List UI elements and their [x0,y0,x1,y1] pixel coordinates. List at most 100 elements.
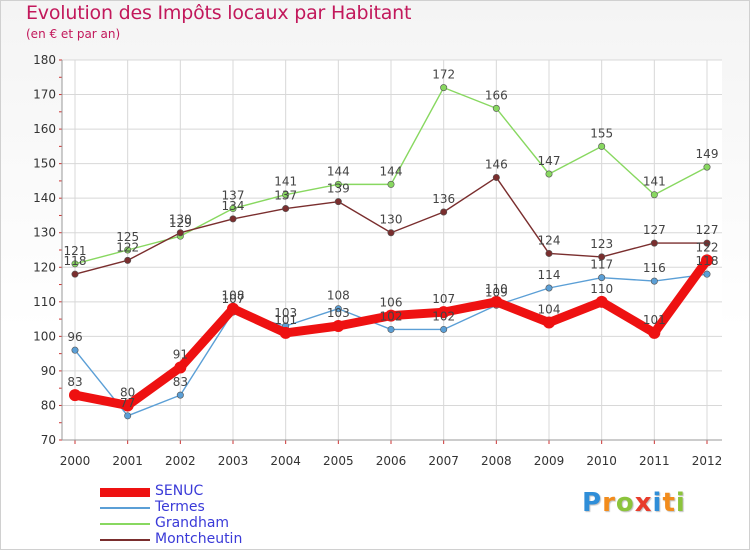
data-point-senuc [279,326,292,339]
data-label-senuc: 110 [485,282,508,296]
data-label-montcheutin: 139 [327,182,350,196]
x-tick-label: 2010 [586,454,617,468]
logo-letter: P [582,488,603,518]
data-point-grandham [650,191,658,199]
legend-item-grandham: Grandham [100,515,320,533]
data-label-grandham: 149 [696,147,719,161]
data-point-montcheutin [650,239,658,247]
data-point-senuc [543,316,555,329]
y-tick-label: 80 [41,398,56,412]
x-tick-label: 2002 [165,454,196,468]
data-point-montcheutin [71,270,79,278]
data-point-montcheutin [124,256,132,264]
data-point-senuc [701,254,713,267]
data-label-termes: 117 [590,258,613,272]
data-label-grandham: 166 [485,88,508,102]
y-tick-label: 150 [33,157,56,171]
data-point-senuc [174,361,187,374]
data-label-montcheutin: 118 [64,254,87,268]
legend-item-montcheutin: Montcheutin [100,531,320,549]
legend-label: Montcheutin [155,531,243,547]
data-label-montcheutin: 136 [432,192,455,206]
data-label-termes: 108 [327,289,350,303]
data-label-montcheutin: 122 [116,240,139,254]
data-point-termes [545,284,553,292]
y-tick-label: 90 [41,364,56,378]
x-tick-label: 2007 [428,454,459,468]
data-point-grandham [229,205,237,213]
data-label-grandham: 172 [432,68,455,82]
data-label-termes: 107 [222,292,245,306]
data-point-montcheutin [176,229,184,237]
data-point-termes [387,325,395,333]
y-tick-label: 100 [33,329,56,343]
data-label-grandham: 144 [327,164,350,178]
data-point-montcheutin [282,205,290,213]
y-tick-label: 140 [33,191,56,205]
y-tick-label: 180 [33,53,56,67]
legend-swatch [100,523,150,525]
x-tick-label: 2005 [323,454,354,468]
data-point-grandham [124,246,132,254]
data-label-termes: 96 [67,330,82,344]
data-label-termes: 77 [120,396,135,410]
data-point-grandham [703,163,711,171]
data-label-montcheutin: 130 [169,213,192,227]
data-point-montcheutin [598,253,606,261]
data-label-termes: 103 [274,306,297,320]
data-label-grandham: 125 [116,230,139,244]
data-label-montcheutin: 127 [696,223,719,237]
data-label-senuc: 91 [173,347,188,361]
data-label-montcheutin: 130 [380,213,403,227]
data-point-termes [703,270,711,278]
x-tick-label: 2001 [112,454,143,468]
chart-subtitle: (en € et par an) [26,27,121,41]
y-tick-label: 170 [33,88,56,102]
data-label-montcheutin: 124 [538,233,561,247]
data-label-termes: 109 [485,285,508,299]
data-point-grandham [545,170,553,178]
data-label-montcheutin: 134 [222,199,245,213]
logo-letter: i [652,488,663,518]
data-point-senuc [69,389,81,402]
data-label-montcheutin: 123 [590,237,613,251]
x-tick-label: 2009 [534,454,565,468]
data-label-grandham: 147 [538,154,561,168]
data-label-senuc: 101 [643,313,666,327]
data-label-senuc: 108 [222,289,245,303]
data-point-montcheutin [387,229,395,237]
data-label-senuc: 122 [696,240,719,254]
data-label-montcheutin: 137 [274,189,297,203]
legend-swatch [100,507,150,509]
data-point-senuc [437,306,450,319]
x-tick-label: 2003 [218,454,249,468]
x-tick-label: 2006 [376,454,407,468]
data-label-montcheutin: 127 [643,223,666,237]
x-tick-label: 2012 [692,454,723,468]
data-label-grandham: 155 [590,126,613,140]
data-label-grandham: 121 [64,244,87,258]
y-tick-label: 120 [33,260,56,274]
x-tick-label: 2011 [639,454,670,468]
legend-label: SENUC [155,483,204,499]
data-point-termes [650,277,658,285]
data-point-senuc [490,295,503,308]
data-point-montcheutin [492,173,500,181]
data-label-senuc: 106 [380,296,403,310]
data-label-senuc: 103 [327,306,350,320]
data-point-montcheutin [703,239,711,247]
data-point-grandham [387,180,395,188]
data-point-senuc [332,320,345,332]
data-label-senuc: 107 [432,292,455,306]
data-point-senuc [595,295,608,308]
data-label-grandham: 137 [222,189,245,203]
x-tick-label: 2008 [481,454,512,468]
data-point-grandham [334,180,342,188]
data-point-termes [598,274,606,282]
data-label-termes: 118 [696,254,719,268]
x-tick-label: 2000 [60,454,91,468]
data-point-termes [334,305,342,313]
y-tick-label: 160 [33,122,56,136]
data-label-grandham: 129 [169,216,192,230]
